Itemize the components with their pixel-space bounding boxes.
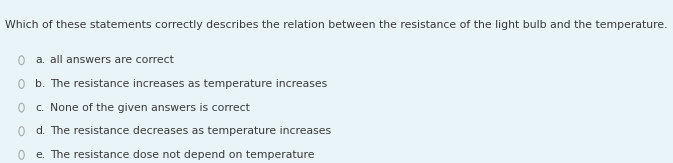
Text: The resistance dose not depend on temperature: The resistance dose not depend on temper…	[50, 150, 315, 160]
Ellipse shape	[19, 103, 24, 112]
Text: e.: e.	[35, 150, 45, 160]
Ellipse shape	[19, 150, 24, 159]
Text: a.: a.	[35, 55, 45, 65]
Text: b.: b.	[35, 79, 45, 89]
Text: None of the given answers is correct: None of the given answers is correct	[50, 103, 250, 113]
Text: all answers are correct: all answers are correct	[50, 55, 174, 65]
Ellipse shape	[19, 56, 24, 65]
Text: c.: c.	[35, 103, 44, 113]
Ellipse shape	[19, 127, 24, 136]
Text: Which of these statements correctly describes the relation between the resistanc: Which of these statements correctly desc…	[5, 20, 668, 30]
Text: The resistance increases as temperature increases: The resistance increases as temperature …	[50, 79, 328, 89]
Text: The resistance decreases as temperature increases: The resistance decreases as temperature …	[50, 126, 332, 136]
Ellipse shape	[19, 80, 24, 88]
Text: d.: d.	[35, 126, 45, 136]
